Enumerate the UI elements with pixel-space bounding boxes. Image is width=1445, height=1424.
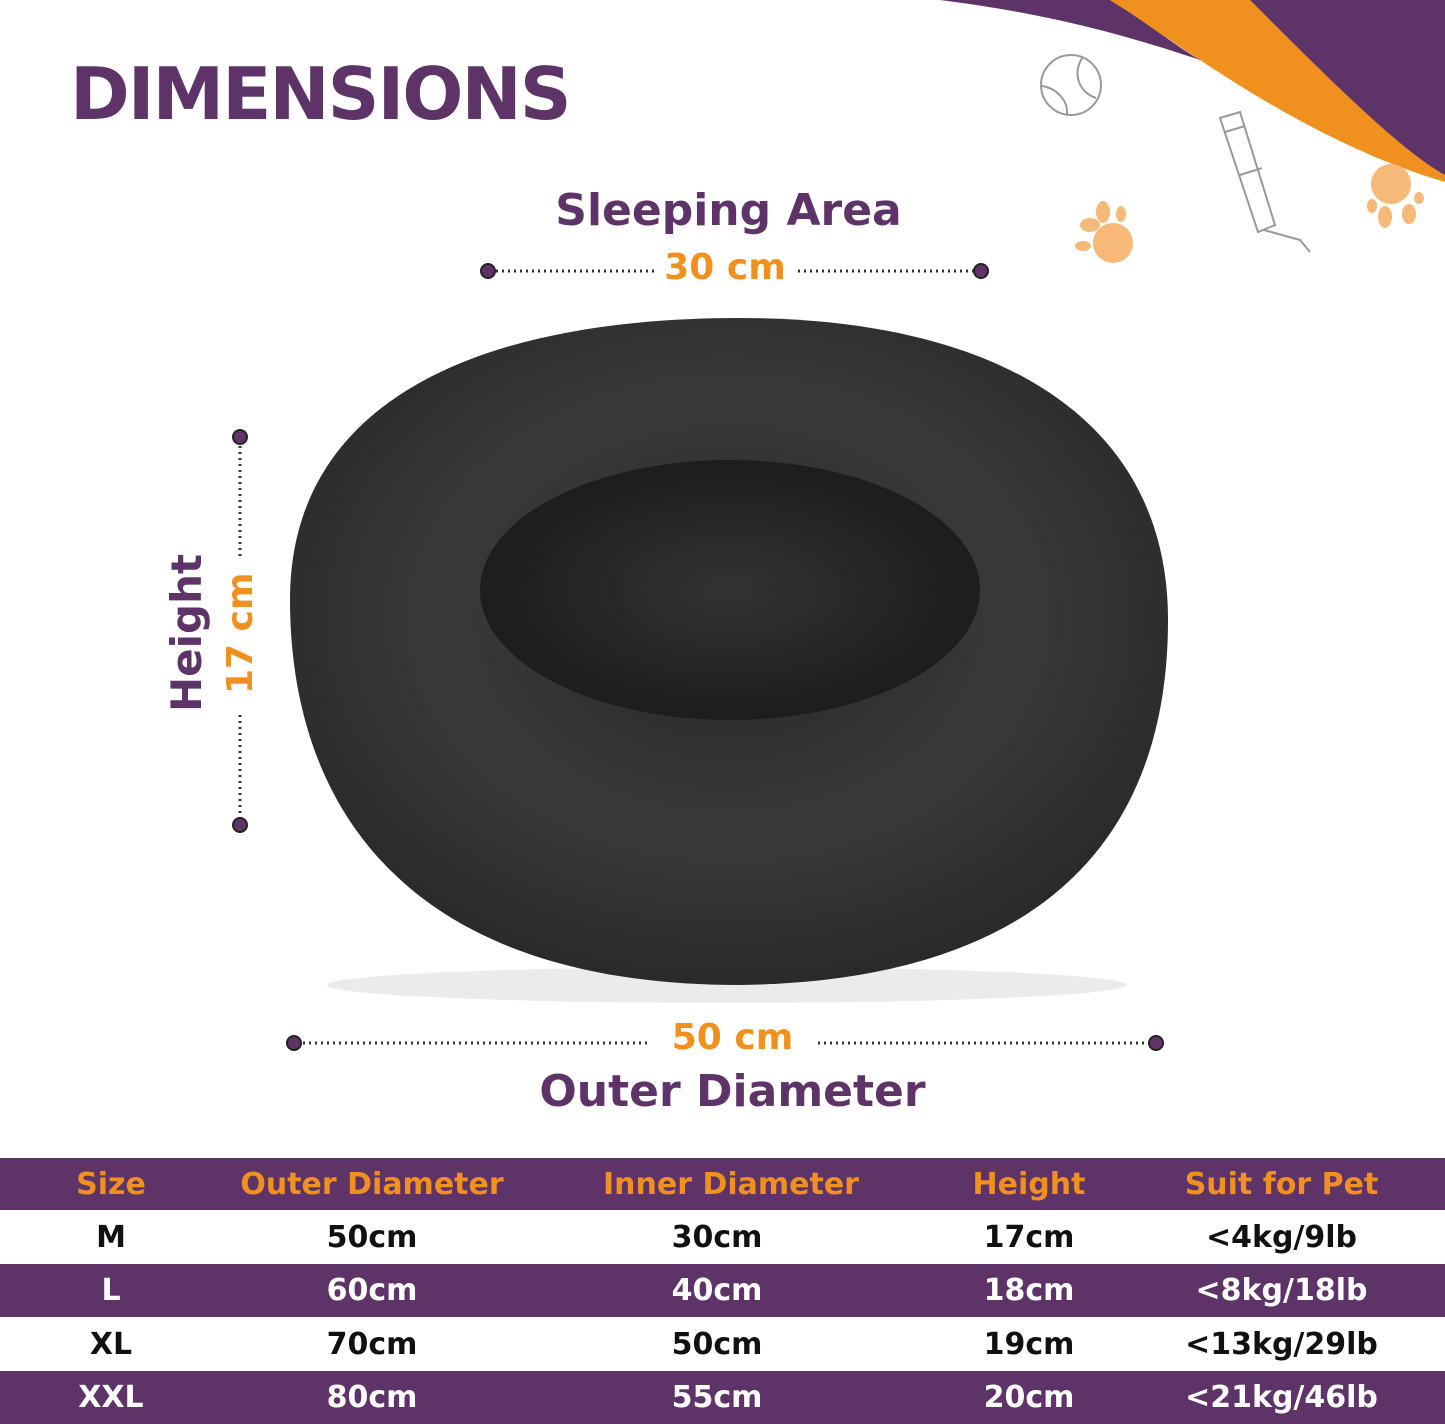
dimension-endpoint (1148, 1035, 1164, 1051)
cell-size: M (0, 1210, 222, 1264)
cell-pet: <8kg/18lb (1118, 1264, 1445, 1317)
purple-swoosh (940, 0, 1200, 60)
page-title: DIMENSIONS (70, 52, 572, 136)
header-outer-diameter: Outer Diameter (222, 1158, 522, 1210)
cell-outer: 80cm (222, 1371, 522, 1424)
table-row: XXL 80cm 55cm 20cm <21kg/46lb (0, 1371, 1445, 1424)
cell-outer: 60cm (222, 1264, 522, 1317)
dimension-endpoint (232, 817, 248, 833)
cell-pet: <4kg/9lb (1118, 1210, 1445, 1264)
paw-print-icon (1075, 201, 1133, 263)
table-row: L 60cm 40cm 18cm <8kg/18lb (0, 1264, 1445, 1317)
cell-height: 19cm (940, 1317, 1118, 1371)
header-suit-for-pet: Suit for Pet (1118, 1158, 1445, 1210)
cell-height: 17cm (940, 1210, 1118, 1264)
cell-size: XXL (0, 1371, 222, 1424)
tennis-ball-icon (1040, 54, 1102, 116)
size-table: Size Outer Diameter Inner Diameter Heigh… (0, 1158, 1445, 1424)
cell-height: 18cm (940, 1264, 1118, 1317)
table-row: XL 70cm 50cm 19cm <13kg/29lb (0, 1317, 1445, 1371)
table-row: M 50cm 30cm 17cm <4kg/9lb (0, 1210, 1445, 1264)
cell-size: L (0, 1264, 222, 1317)
dimension-endpoint (480, 263, 496, 279)
pet-bed-image (290, 318, 1168, 1003)
dimension-endpoint (232, 429, 248, 445)
paw-print-icon (1367, 164, 1424, 228)
height-value: 17 cm (220, 572, 261, 694)
header-height: Height (940, 1158, 1118, 1210)
water-bottle-icon (1218, 110, 1311, 253)
header-size: Size (0, 1158, 222, 1210)
cell-inner: 40cm (522, 1264, 940, 1317)
cell-inner: 55cm (522, 1371, 940, 1424)
outer-diameter-label: Outer Diameter (539, 1066, 926, 1117)
purple-corner (1250, 0, 1445, 175)
cell-inner: 50cm (522, 1317, 940, 1371)
sleeping-area-value: 30 cm (664, 247, 786, 288)
dimension-endpoint (973, 263, 989, 279)
cell-size: XL (0, 1317, 222, 1371)
cell-outer: 70cm (222, 1317, 522, 1371)
cell-height: 20cm (940, 1371, 1118, 1424)
cell-pet: <21kg/46lb (1118, 1371, 1445, 1424)
height-label: Height (162, 553, 211, 712)
cell-inner: 30cm (522, 1210, 940, 1264)
dimension-endpoint (286, 1035, 302, 1051)
table-header: Size Outer Diameter Inner Diameter Heigh… (0, 1158, 1445, 1210)
cell-pet: <13kg/29lb (1118, 1317, 1445, 1371)
sleeping-area-label: Sleeping Area (555, 185, 902, 236)
header-inner-diameter: Inner Diameter (522, 1158, 940, 1210)
cell-outer: 50cm (222, 1210, 522, 1264)
outer-diameter-value: 50 cm (671, 1017, 794, 1058)
